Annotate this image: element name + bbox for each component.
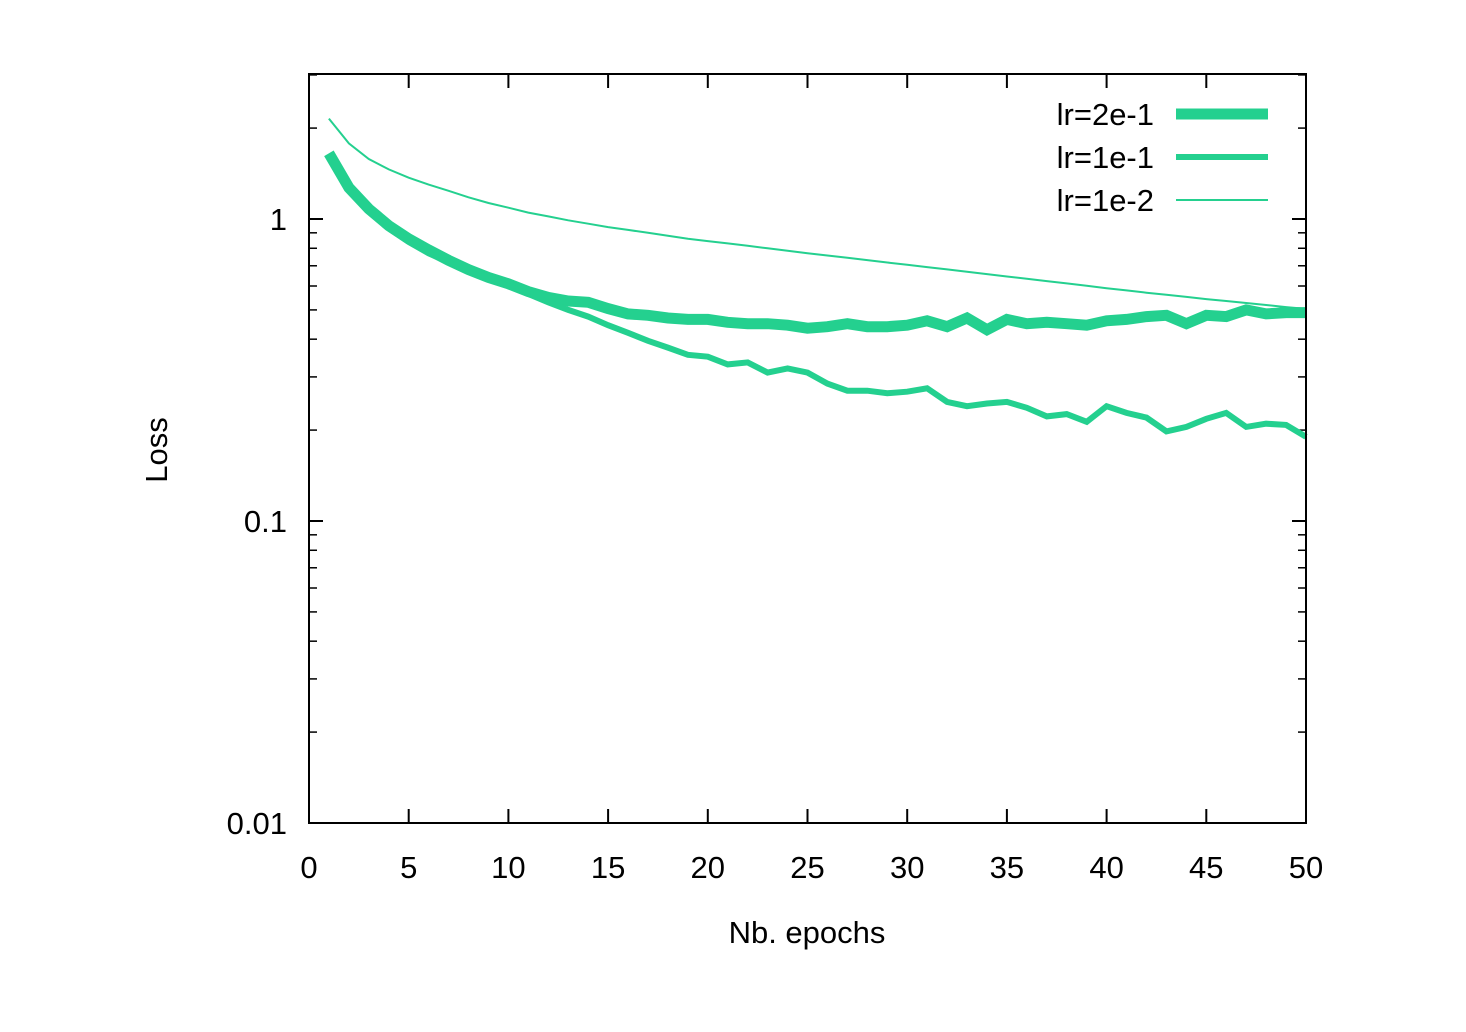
y-tick-label: 0.1 (244, 504, 287, 539)
series-line-2 (326, 155, 1308, 440)
y-axis-label: Loss (139, 417, 174, 482)
legend-label-2: lr=1e-1 (1057, 140, 1154, 175)
x-tick-label: 50 (1289, 850, 1323, 885)
x-axis-label: Nb. epochs (729, 915, 886, 950)
x-tick-label: 40 (1089, 850, 1123, 885)
plot-lines (324, 117, 1308, 440)
y-tick-labels: 0.01 0.1 1 (227, 202, 287, 841)
x-tick-labels: 0 5 10 15 20 25 30 35 40 45 50 (300, 850, 1323, 885)
x-tick-label: 25 (790, 850, 824, 885)
legend-label-1: lr=2e-1 (1057, 97, 1154, 132)
series-line-3 (328, 117, 1307, 310)
y-tick-label: 0.01 (227, 806, 287, 841)
x-tick-label: 10 (491, 850, 525, 885)
x-tick-label: 35 (990, 850, 1024, 885)
y-tick-label: 1 (270, 202, 287, 237)
x-tick-label: 45 (1189, 850, 1223, 885)
legend-label-3: lr=1e-2 (1057, 183, 1154, 218)
x-tick-label: 0 (300, 850, 317, 885)
legend: lr=2e-1 lr=1e-1 lr=1e-2 (1057, 97, 1268, 218)
x-tick-label: 20 (691, 850, 725, 885)
x-tick-label: 30 (890, 850, 924, 885)
x-tick-label: 5 (400, 850, 417, 885)
x-tick-label: 15 (591, 850, 625, 885)
plot-frame (308, 73, 1307, 824)
